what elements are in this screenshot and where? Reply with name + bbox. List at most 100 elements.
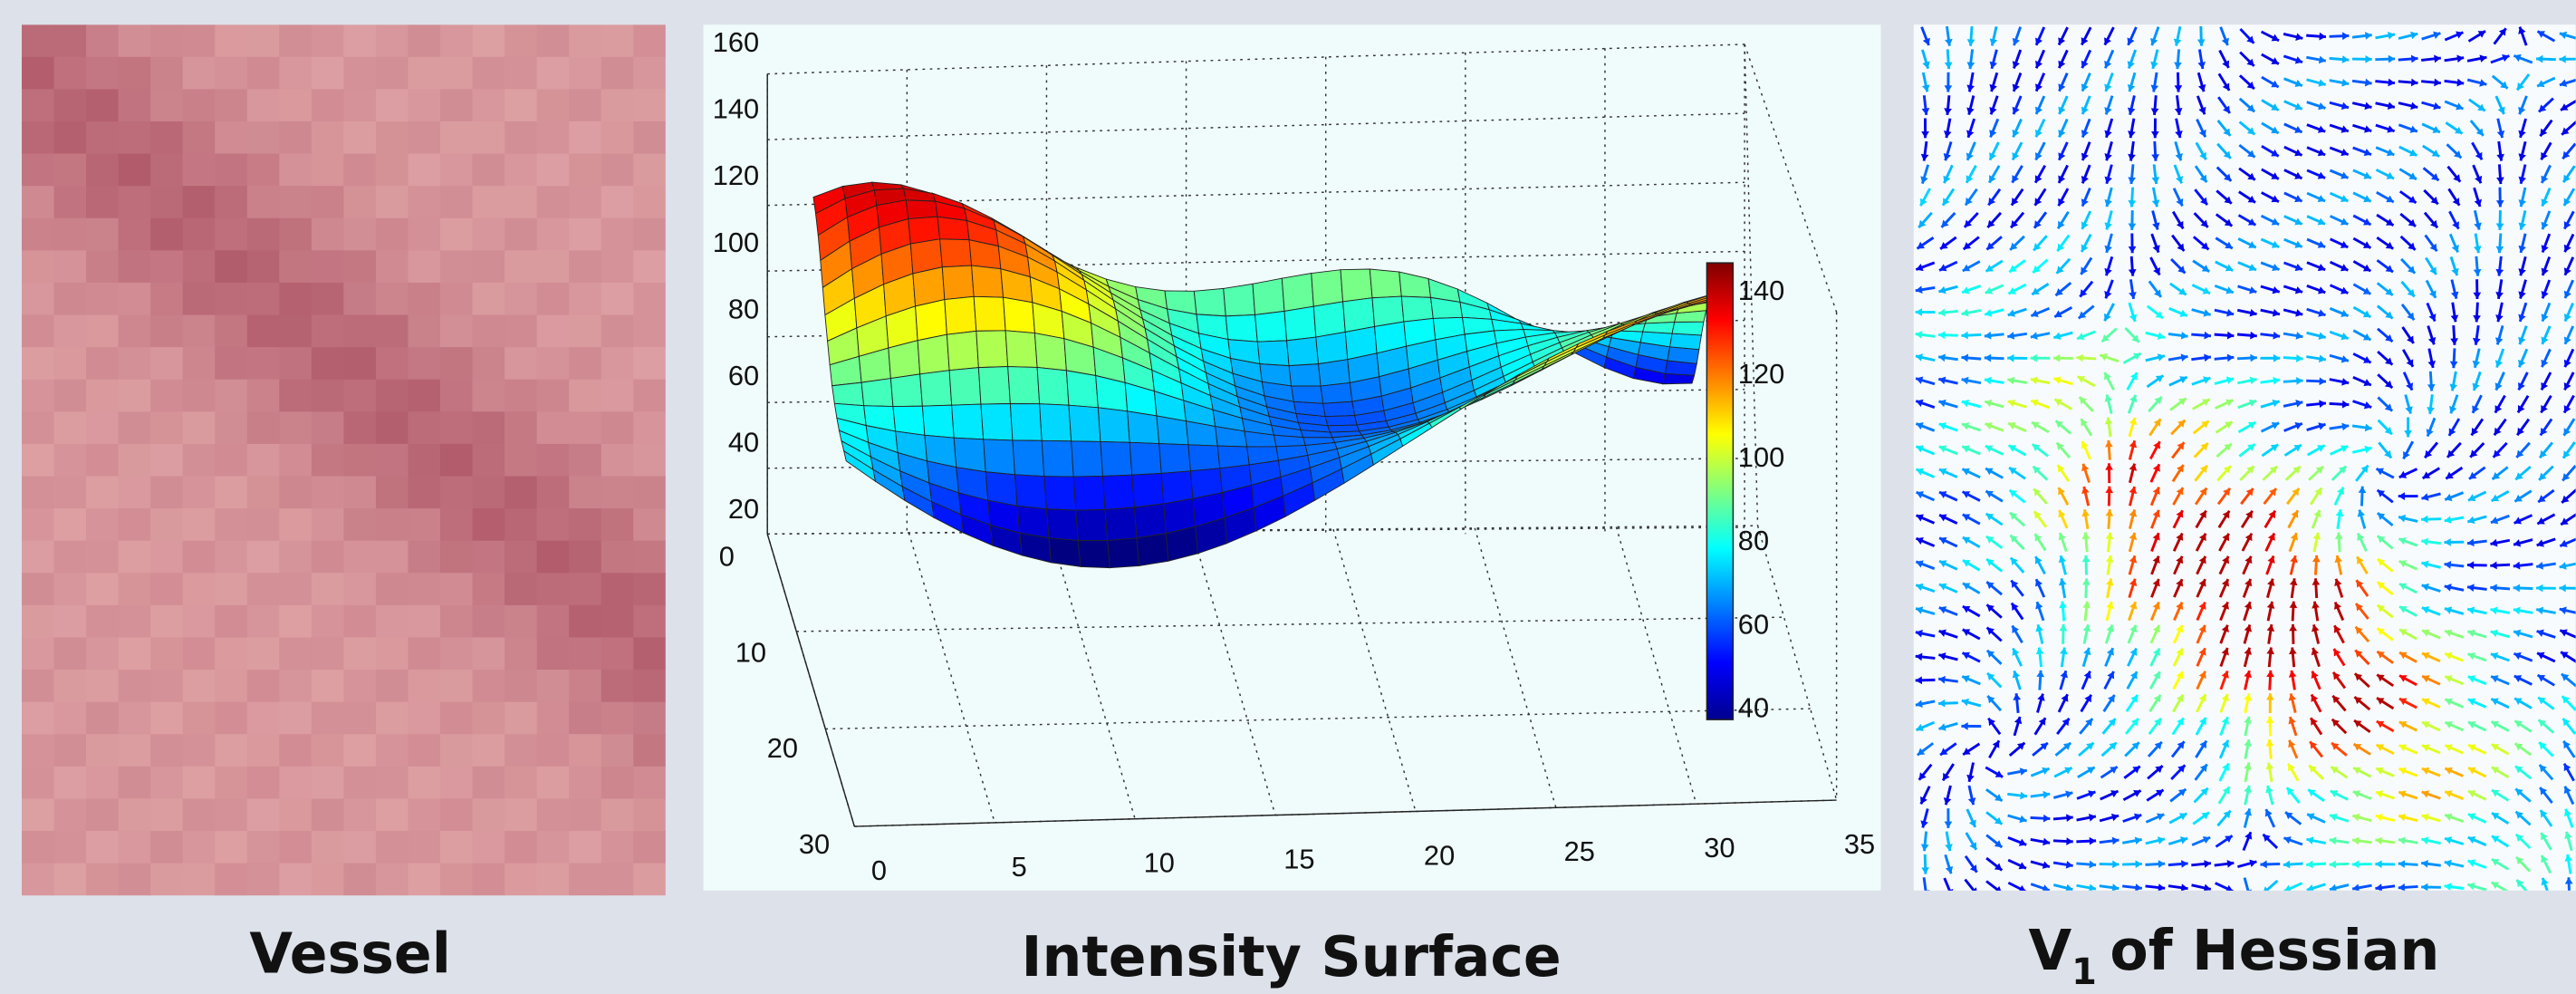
pixel bbox=[601, 89, 634, 121]
pixel bbox=[633, 670, 666, 702]
pixel bbox=[54, 380, 87, 412]
pixel bbox=[247, 347, 280, 380]
pixel bbox=[537, 734, 570, 767]
pixel bbox=[279, 831, 312, 864]
pixel bbox=[247, 798, 280, 831]
pixel bbox=[215, 24, 247, 57]
pixel bbox=[183, 411, 216, 444]
pixel bbox=[150, 541, 183, 574]
pixel bbox=[376, 831, 409, 864]
pixel bbox=[86, 380, 119, 412]
pixel bbox=[440, 121, 473, 154]
pixel bbox=[279, 670, 312, 702]
surface-face bbox=[1049, 538, 1081, 567]
pixel bbox=[22, 605, 54, 638]
pixel bbox=[569, 57, 601, 90]
surface-face bbox=[1321, 382, 1352, 403]
pixel bbox=[119, 798, 151, 831]
pixel bbox=[119, 24, 151, 57]
pixel bbox=[279, 347, 312, 380]
pixel bbox=[343, 250, 376, 283]
pixel bbox=[312, 541, 344, 574]
surface-face bbox=[1672, 322, 1704, 335]
pixel bbox=[54, 798, 87, 831]
pixel bbox=[537, 121, 570, 154]
pixel bbox=[601, 283, 634, 315]
y-tick-label: 20 bbox=[767, 732, 798, 764]
pixel bbox=[343, 670, 376, 702]
pixel bbox=[633, 444, 666, 477]
pixel bbox=[633, 24, 666, 57]
colorbar-tick-label: 60 bbox=[1738, 608, 1769, 640]
pixel bbox=[119, 121, 151, 154]
surface-face bbox=[949, 368, 981, 406]
pixel bbox=[569, 508, 601, 541]
pixel bbox=[569, 605, 601, 638]
pixel bbox=[119, 380, 151, 412]
pixel bbox=[22, 670, 54, 702]
pixel bbox=[633, 541, 666, 574]
caption: Intensity Surface bbox=[1022, 924, 1562, 989]
pixel bbox=[473, 476, 505, 508]
pixel bbox=[473, 89, 505, 121]
pixel bbox=[601, 24, 634, 57]
surface-face bbox=[1226, 314, 1257, 342]
pixel bbox=[22, 767, 54, 799]
pixel bbox=[150, 57, 183, 90]
pixel bbox=[247, 476, 280, 508]
pixel bbox=[279, 283, 312, 315]
pixel bbox=[440, 411, 473, 444]
pixel bbox=[247, 831, 280, 864]
pixel bbox=[343, 831, 376, 864]
z-tick-label: 60 bbox=[728, 360, 759, 391]
pixel bbox=[537, 250, 570, 283]
pixel bbox=[569, 864, 601, 896]
pixel bbox=[473, 315, 505, 348]
pixel bbox=[54, 154, 87, 187]
pixel bbox=[505, 508, 537, 541]
pixel bbox=[150, 154, 183, 187]
pixel bbox=[569, 411, 601, 444]
pixel bbox=[215, 89, 247, 121]
pixel bbox=[376, 476, 409, 508]
surface-face bbox=[916, 300, 947, 341]
pixel bbox=[22, 315, 54, 348]
pixel bbox=[86, 508, 119, 541]
pixel bbox=[54, 444, 87, 477]
pixel bbox=[183, 315, 216, 348]
pixel bbox=[215, 508, 247, 541]
pixel bbox=[22, 283, 54, 315]
pixel bbox=[312, 186, 344, 218]
pixel bbox=[183, 121, 216, 154]
pixel bbox=[537, 541, 570, 574]
pixel bbox=[247, 541, 280, 574]
pixel bbox=[569, 444, 601, 477]
pixel bbox=[408, 637, 440, 670]
surface-face bbox=[1257, 341, 1289, 366]
pixel bbox=[376, 186, 409, 218]
pixel bbox=[22, 218, 54, 251]
pixel bbox=[247, 218, 280, 251]
surface-face bbox=[1005, 331, 1037, 368]
surface-face bbox=[978, 367, 1010, 405]
surface-face bbox=[1044, 477, 1076, 511]
pixel bbox=[601, 767, 634, 799]
pixel bbox=[119, 573, 151, 605]
pixel bbox=[633, 186, 666, 218]
z-tick-label: 40 bbox=[728, 426, 759, 458]
pixel bbox=[247, 573, 280, 605]
pixel bbox=[376, 670, 409, 702]
surface-face bbox=[1004, 297, 1035, 333]
pixel bbox=[215, 154, 247, 187]
pixel bbox=[86, 89, 119, 121]
surface-face bbox=[1643, 322, 1675, 333]
pixel bbox=[54, 218, 87, 251]
pixel bbox=[537, 315, 570, 348]
pixel bbox=[247, 702, 280, 735]
pixel bbox=[376, 573, 409, 605]
pixel bbox=[22, 702, 54, 735]
pixel bbox=[601, 121, 634, 154]
pixel bbox=[408, 315, 440, 348]
pixel bbox=[215, 798, 247, 831]
pixel bbox=[247, 89, 280, 121]
